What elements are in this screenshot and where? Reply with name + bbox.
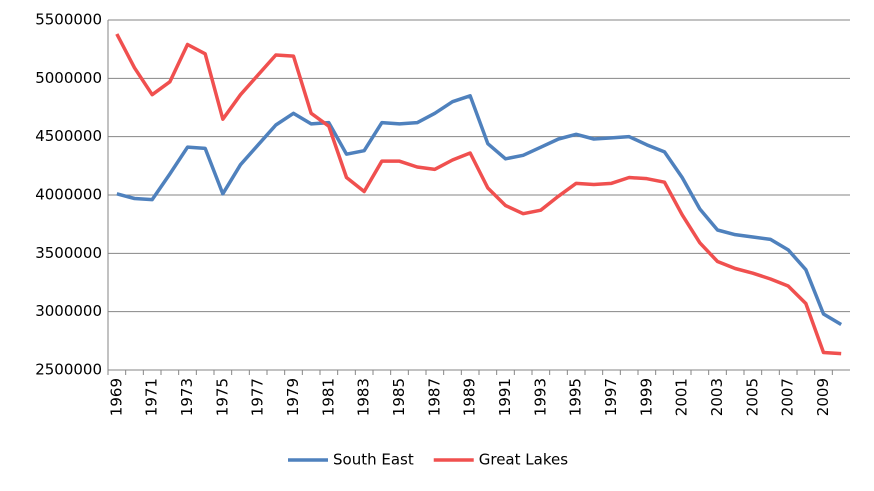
y-tick-label: 3500000 (35, 244, 102, 262)
x-tick-label: 1983 (355, 378, 373, 416)
legend-label: Great Lakes (479, 451, 568, 469)
x-tick-label: 1975 (213, 378, 231, 416)
x-tick-label: 1999 (637, 378, 655, 416)
x-tick-label: 1991 (496, 378, 514, 416)
x-tick-label: 1969 (107, 378, 125, 416)
y-tick-label: 3000000 (35, 302, 102, 320)
x-tick-label: 1981 (319, 378, 337, 416)
x-tick-label: 2001 (673, 378, 691, 416)
y-tick-label: 4500000 (35, 127, 102, 145)
series-line (116, 94, 843, 327)
x-tick-label: 2005 (743, 378, 761, 416)
y-tick-label: 5000000 (35, 69, 102, 87)
x-tick-label: 2003 (708, 378, 726, 416)
x-tick-label: 1977 (249, 378, 267, 416)
x-tick-label: 1973 (178, 378, 196, 416)
y-tick-label: 5500000 (35, 11, 102, 29)
y-tick-label: 4000000 (35, 186, 102, 204)
y-tick-label: 2500000 (35, 361, 102, 379)
x-tick-label: 1995 (567, 378, 585, 416)
x-tick-label: 2009 (814, 378, 832, 416)
x-tick-label: 1971 (143, 378, 161, 416)
x-tick-label: 1989 (461, 378, 479, 416)
legend-label: South East (333, 451, 414, 469)
x-tick-label: 1987 (425, 378, 443, 416)
x-tick-label: 1997 (602, 378, 620, 416)
x-tick-label: 1979 (284, 378, 302, 416)
x-tick-label: 1993 (531, 378, 549, 416)
x-tick-label: 2007 (779, 378, 797, 416)
x-tick-label: 1985 (390, 378, 408, 416)
series-line (115, 33, 842, 356)
